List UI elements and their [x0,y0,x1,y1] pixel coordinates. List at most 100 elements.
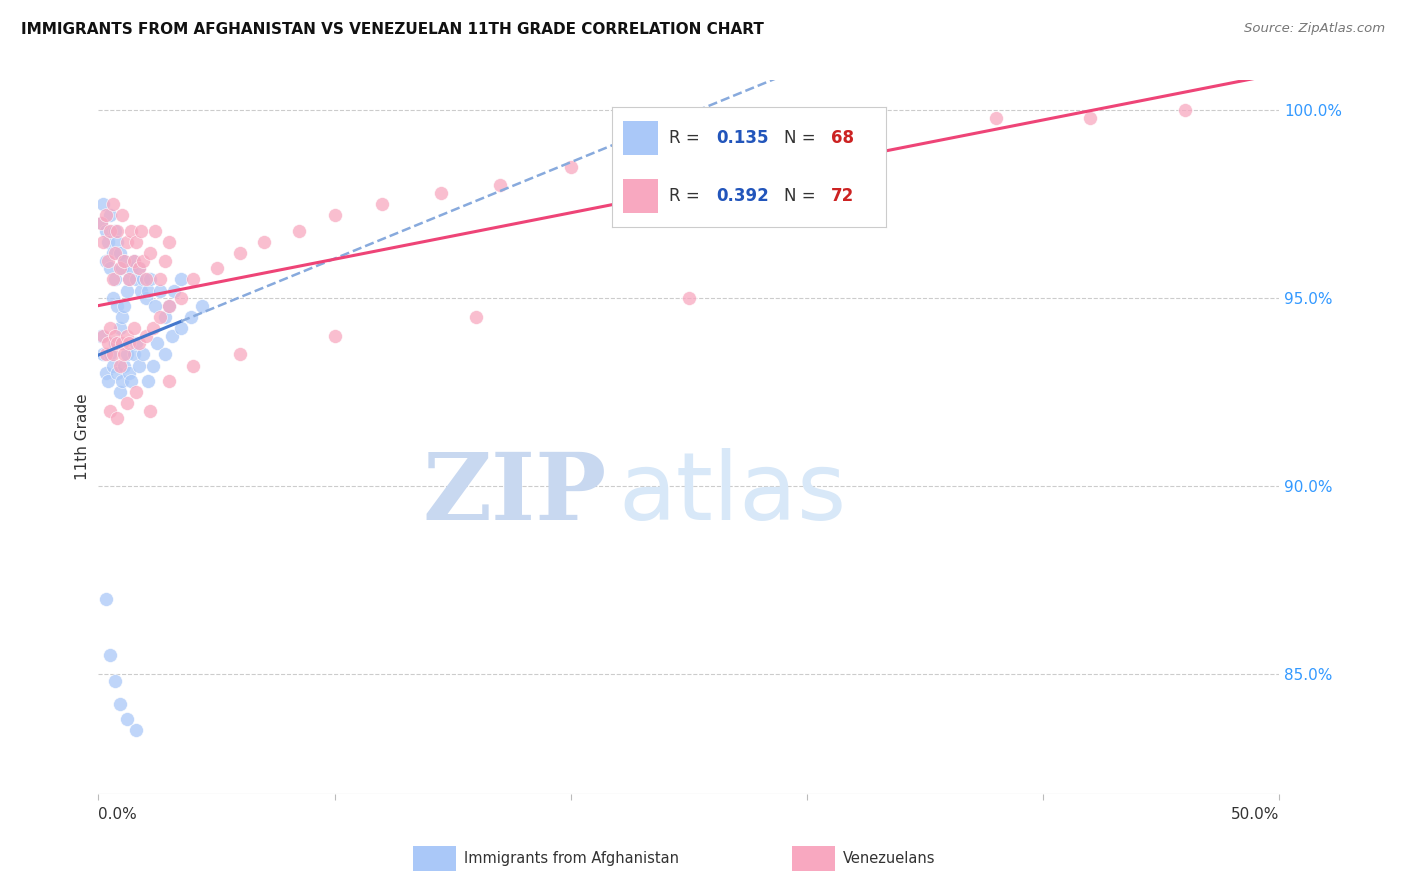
Point [97,374,120,388]
Point [108,697,131,711]
Point [108,359,131,373]
Point [112,299,135,313]
Point [115,284,138,298]
Point [115,712,138,726]
Text: 0.0%: 0.0% [98,807,138,822]
Point [125,272,148,286]
Point [118,336,141,351]
Point [101,291,124,305]
Point [678,291,700,305]
Point [112,359,135,373]
Point [129,223,152,237]
Text: 68: 68 [831,129,853,147]
Point [1174,103,1197,118]
Point [489,178,512,193]
Point [118,272,141,286]
Point [122,321,145,335]
Point [654,148,676,162]
Point [181,359,204,373]
Point [104,246,127,260]
Point [94,253,117,268]
Point [98,223,121,237]
Point [129,284,152,298]
Point [253,235,276,249]
Bar [793,847,835,871]
Point [108,321,131,335]
Point [139,404,162,418]
Point [135,291,157,305]
Text: 50.0%: 50.0% [1232,807,1279,822]
Point [122,253,145,268]
Point [105,411,128,425]
Point [105,336,128,351]
Point [90,216,112,230]
Point [90,328,112,343]
Point [205,261,228,276]
Y-axis label: 11th Grade: 11th Grade [75,393,90,481]
Point [135,272,157,286]
Point [157,235,180,249]
Point [170,291,193,305]
Point [115,396,138,410]
Bar [623,121,658,155]
Point [104,272,127,286]
Point [160,328,183,343]
Point [181,272,204,286]
Point [108,261,131,276]
Text: 0.135: 0.135 [716,129,768,147]
Point [91,328,114,343]
Point [105,235,128,249]
Point [125,723,148,737]
Point [180,310,202,324]
Point [135,328,157,343]
Text: R =: R = [669,187,706,205]
Point [101,272,124,286]
Point [94,366,117,380]
Text: R =: R = [669,129,706,147]
Text: Venezuelans: Venezuelans [842,851,935,866]
Point [229,347,252,361]
Point [139,246,162,260]
Point [1080,111,1102,125]
Point [125,235,148,249]
Point [91,197,114,211]
Point [112,253,135,268]
Point [97,253,120,268]
Point [104,223,127,237]
Point [142,359,165,373]
Point [560,160,582,174]
Text: Immigrants from Afghanistan: Immigrants from Afghanistan [464,851,679,866]
Point [94,223,117,237]
Point [112,253,135,268]
Point [98,261,121,276]
Point [94,591,117,606]
Point [118,366,141,380]
Text: N =: N = [785,187,821,205]
Point [101,347,124,361]
Point [170,321,193,335]
Point [94,347,117,361]
Point [170,272,193,286]
Point [121,223,143,237]
Point [111,374,134,388]
Point [128,336,150,351]
Point [125,336,148,351]
Point [143,223,166,237]
Point [91,347,114,361]
Point [229,246,252,260]
Text: N =: N = [785,129,821,147]
Point [430,186,453,200]
Point [191,299,214,313]
Point [157,374,180,388]
Point [136,284,159,298]
Point [115,347,138,361]
Point [128,261,150,276]
Point [153,347,176,361]
Point [98,209,121,223]
Point [866,122,889,136]
Point [323,328,346,343]
Point [98,648,121,662]
Point [153,253,176,268]
Point [288,223,311,237]
Point [128,359,150,373]
